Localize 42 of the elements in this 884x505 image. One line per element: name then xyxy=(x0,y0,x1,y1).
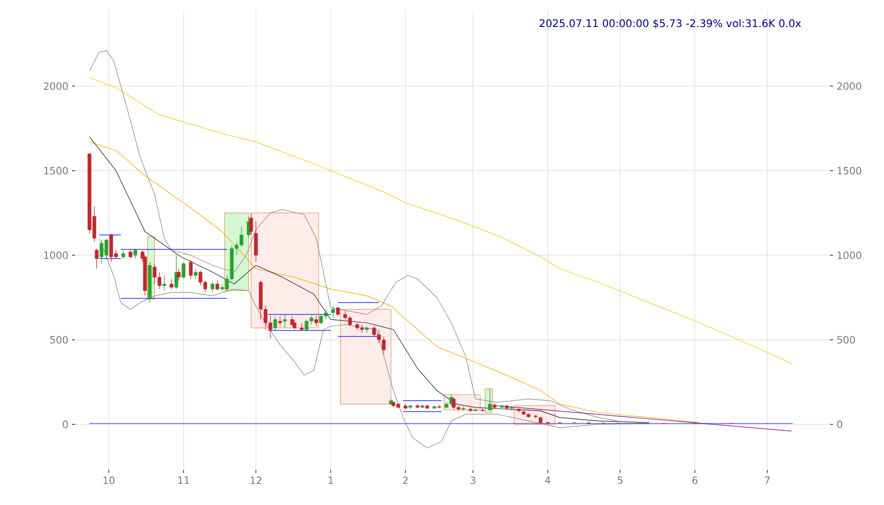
x-tick-label: 7 xyxy=(764,476,770,484)
y2-tick-label: 500 xyxy=(837,336,855,344)
candlestick xyxy=(273,316,278,332)
line-series xyxy=(89,77,792,364)
x-tick-label: 10 xyxy=(104,476,114,484)
x-tick-label: 5 xyxy=(618,476,622,484)
candlestick xyxy=(170,278,174,290)
y2-tick-label: 2000 xyxy=(837,82,862,90)
y2-tick-label: 0 xyxy=(837,420,842,428)
candlestick xyxy=(249,212,253,236)
candlestick xyxy=(283,314,287,328)
y-tick-label: 1500 xyxy=(44,166,68,174)
x-tick-label: 2 xyxy=(403,476,408,484)
x-tick-label: 4 xyxy=(545,476,550,484)
candlestick xyxy=(133,248,138,259)
candlestick xyxy=(162,275,166,292)
x-tick-label: 6 xyxy=(692,476,698,484)
y-tick-label: 0 xyxy=(62,420,68,428)
x-tick-label: 12 xyxy=(250,476,262,484)
candlestick xyxy=(94,248,99,270)
line-series xyxy=(89,50,618,422)
candlestick xyxy=(188,260,193,280)
y-tick-label: 1000 xyxy=(44,251,68,259)
candlestick xyxy=(210,282,214,293)
x-tick-label: 11 xyxy=(178,476,189,484)
candlestick xyxy=(331,306,335,318)
candlestick xyxy=(488,388,492,412)
candlestick xyxy=(182,262,186,280)
x-tick-label: 3 xyxy=(470,476,476,484)
y2-tick-label: 1500 xyxy=(838,166,862,174)
y-tick-label: 500 xyxy=(50,336,68,344)
y2-tick-label: 1000 xyxy=(838,251,862,259)
candlestick xyxy=(254,221,258,262)
candlestick xyxy=(292,319,296,330)
candlestick xyxy=(278,316,282,327)
candlestick xyxy=(194,268,198,280)
candlestick xyxy=(314,316,318,327)
candlestick xyxy=(215,280,220,292)
x-tick-label: 1 xyxy=(328,476,333,484)
text: 2025.07.11 00:00:00 $5.73 -2.39% vol:31.6K 0.0x xyxy=(540,19,801,29)
y-tick-label: 2000 xyxy=(44,82,68,90)
candlestick xyxy=(176,268,181,281)
